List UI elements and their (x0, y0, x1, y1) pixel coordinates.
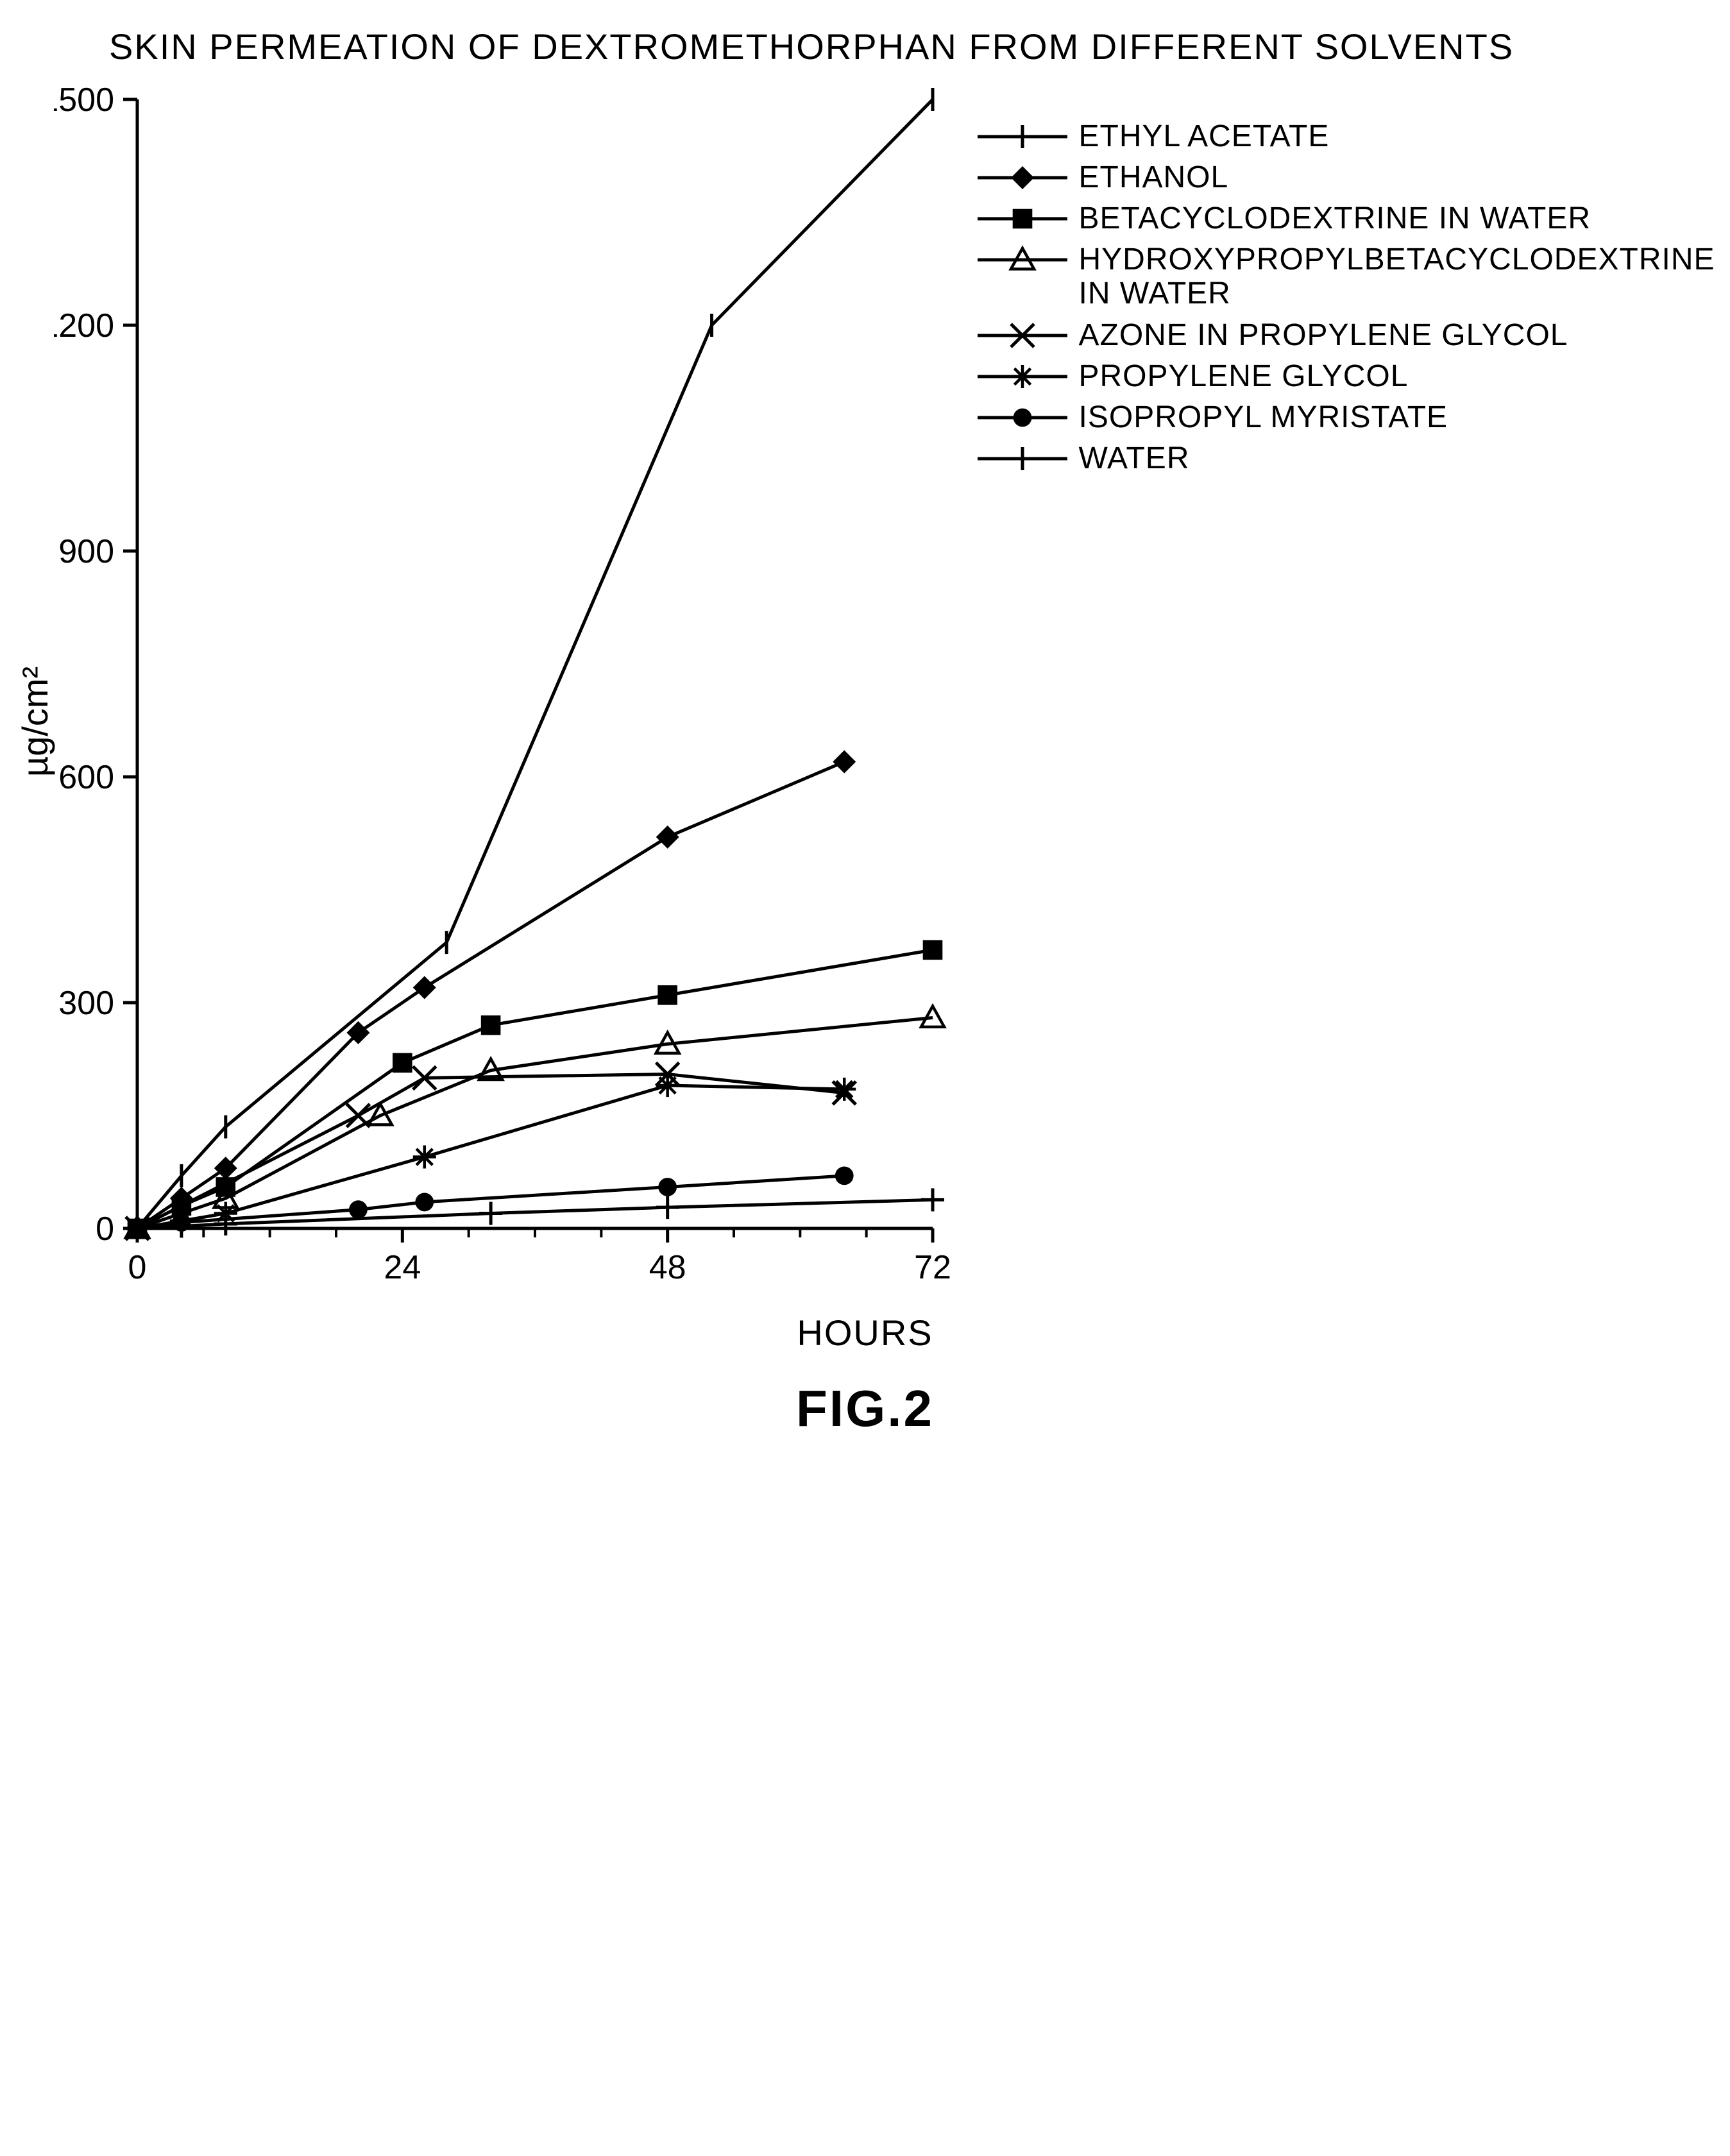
svg-text:48: 48 (649, 1249, 686, 1286)
chart-title: SKIN PERMEATION OF DEXTROMETHORPHAN FROM… (109, 26, 1514, 67)
legend-marker-icon (978, 119, 1067, 155)
x-axis-label: HOURS (797, 1312, 933, 1354)
legend-item: ETHANOL (978, 160, 1715, 196)
chart-row: µg/cm² 0300600900120015000244872 ETHYL A… (15, 80, 1715, 1299)
legend-marker-icon (978, 242, 1067, 312)
legend-marker-icon (978, 359, 1067, 395)
line-chart-svg: 0 300 600 900 1200 1500 0 24 48 72 (54, 80, 952, 1299)
legend-label: AZONE IN PROPYLENE GLYCOL (1079, 319, 1568, 353)
svg-text:900: 900 (58, 533, 114, 570)
svg-text:24: 24 (384, 1249, 421, 1286)
legend-marker-icon (978, 160, 1067, 196)
legend-label: ETHYL ACETATE (1079, 120, 1330, 154)
svg-text:600: 600 (58, 759, 114, 796)
legend-label: ISOPROPYL MYRISTATE (1079, 401, 1448, 435)
legend-label: BETACYCLODEXTRINE IN WATER (1079, 202, 1591, 236)
legend-label: HYDROXYPROPYLBETACYCLODEXTRINEIN WATER (1079, 243, 1715, 311)
svg-text:72: 72 (914, 1249, 951, 1286)
legend-item: HYDROXYPROPYLBETACYCLODEXTRINEIN WATER (978, 242, 1715, 312)
legend-item: ETHYL ACETATE (978, 119, 1715, 155)
svg-text:1200: 1200 (54, 307, 114, 344)
plot-area: 0 300 600 900 1200 1500 0 24 48 72 (54, 80, 952, 1299)
svg-text:300: 300 (58, 985, 114, 1022)
legend: ETHYL ACETATE ETHANOL BETACYCLODEXTRINE IN… (978, 119, 1715, 482)
legend-label: PROPYLENE GLYCOL (1079, 360, 1409, 394)
legend-marker-icon (978, 441, 1067, 477)
legend-marker-icon (978, 318, 1067, 353)
svg-text:0: 0 (96, 1210, 114, 1248)
svg-text:0: 0 (128, 1249, 146, 1286)
legend-item: PROPYLENE GLYCOL (978, 359, 1715, 395)
figure-label: FIG.2 (796, 1379, 934, 1438)
legend-label: WATER (1079, 442, 1190, 476)
legend-item: ISOPROPYL MYRISTATE (978, 400, 1715, 436)
legend-marker-icon (978, 400, 1067, 436)
legend-label: ETHANOL (1079, 161, 1229, 195)
legend-item: WATER (978, 441, 1715, 477)
svg-text:1500: 1500 (54, 81, 114, 119)
legend-marker-icon (978, 201, 1067, 237)
figure: SKIN PERMEATION OF DEXTROMETHORPHAN FROM… (26, 26, 1704, 1438)
legend-item: AZONE IN PROPYLENE GLYCOL (978, 318, 1715, 353)
legend-item: BETACYCLODEXTRINE IN WATER (978, 201, 1715, 237)
